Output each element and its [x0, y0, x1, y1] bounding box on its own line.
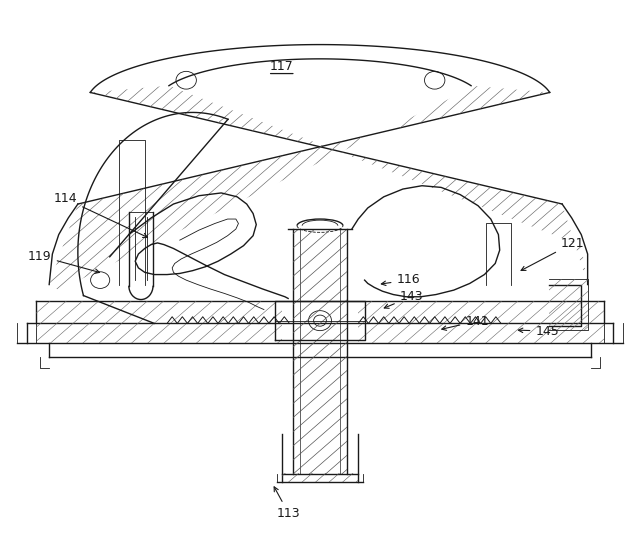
Text: 114: 114: [54, 193, 147, 238]
Text: 141: 141: [442, 315, 489, 330]
Text: 113: 113: [274, 487, 300, 519]
Text: 117: 117: [270, 60, 294, 74]
Text: 121: 121: [521, 237, 584, 271]
Text: 145: 145: [518, 325, 559, 338]
Text: 143: 143: [384, 290, 423, 309]
Text: 116: 116: [381, 273, 420, 286]
Text: 119: 119: [28, 249, 99, 273]
